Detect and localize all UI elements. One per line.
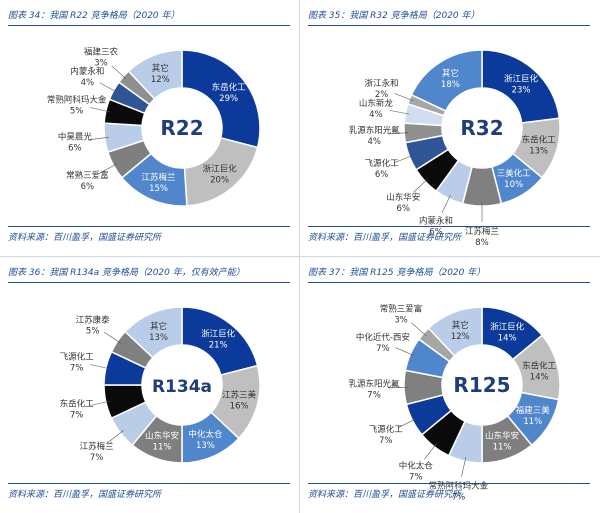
- figure-34-panel: 图表 34：我国 R22 竞争格局（2020 年） 东岳化工 29% 浙江巨化 20%…: [0, 0, 300, 256]
- slice-label: 中化太仓 13%: [188, 429, 223, 451]
- slice-label: 山东华安 11%: [145, 431, 179, 453]
- donut-hole: [143, 89, 221, 167]
- donut-chart-r125: 浙江巨化 14% 东岳化工 14% 福建三美 11% 山东华安 11% 常熟阿科玛大金 7%中化太…: [349, 304, 561, 502]
- leader-line: [90, 107, 110, 113]
- leader-line: [388, 387, 409, 389]
- leader-line: [99, 163, 118, 174]
- slice-label: 飞源化工 7%: [369, 424, 404, 446]
- slice-label: 东岳化工 29%: [212, 82, 247, 104]
- donut-slice-0: [481, 49, 561, 124]
- leader-line: [90, 364, 110, 370]
- slice-label: 东岳化工 14%: [522, 360, 557, 382]
- slice-label: 江苏康泰 5%: [76, 314, 111, 336]
- slice-label: 山东华安 6%: [386, 192, 420, 214]
- donut-center-label: R125: [453, 373, 510, 397]
- slice-label: 中昊晨光 6%: [58, 132, 93, 154]
- donut-center-label: R22: [160, 116, 203, 140]
- slice-label: 三美化工 10%: [497, 168, 532, 190]
- leader-line: [394, 93, 414, 102]
- donut-chart-r32: 浙江巨化 23% 东岳化工 13% 三美化工 10% 江苏梅兰 8% 内蒙永和 6%山东华安 6% 飞…: [349, 49, 561, 248]
- slice-label: 飞源化工 7%: [60, 351, 95, 373]
- slice-label: 浙江巨化 23%: [504, 74, 539, 96]
- leader-line: [99, 82, 118, 93]
- slice-label: 江苏梅兰 15%: [142, 172, 176, 194]
- slice-label: 常熟阿科玛大金 5%: [47, 94, 107, 116]
- leader-line: [104, 331, 121, 344]
- leader-line: [88, 136, 109, 141]
- leader-line: [413, 178, 429, 193]
- leader-line: [398, 418, 417, 428]
- slice-label: 乳源东阳光氟 7%: [349, 378, 401, 400]
- slice-label: 山东新龙 4%: [359, 98, 394, 120]
- slice-label: 常熟阿科玛大金 7%: [429, 480, 489, 502]
- leader-line: [395, 347, 415, 356]
- donut-slice-8: [124, 306, 183, 359]
- figure-source: 资料来源：百川盈孚，国盛证券研究所: [8, 226, 290, 243]
- figure-title: 图表 37：我国 R125 竞争格局（2020 年）: [308, 265, 590, 283]
- donut-slice-8: [127, 49, 183, 100]
- figure-title: 图表 36：我国 R134a 竞争格局（2020 年，仅有效产能）: [8, 265, 290, 283]
- donut-slice-10: [427, 306, 483, 357]
- slice-label: 浙江巨化 20%: [203, 163, 238, 185]
- figure-35-panel: 图表 35：我国 R32 竞争格局（2020 年） 浙江巨化 23% 东岳化工 13%…: [300, 0, 600, 256]
- slice-label: 江苏梅兰 8%: [465, 226, 499, 248]
- horizontal-divider: [0, 256, 600, 257]
- leader-line: [394, 154, 414, 163]
- leader-line: [111, 65, 127, 80]
- slice-label: 乳源东阳光氟 4%: [349, 125, 401, 147]
- slice-label: 常熟三爱富 6%: [66, 170, 109, 192]
- donut-chart-r134a: 浙江巨化 21% 江苏三美 16% 中化太仓 13% 山东华安 11% 江苏梅兰 7% 东岳化工 7%…: [60, 306, 261, 464]
- figure-title: 图表 34：我国 R22 竞争格局（2020 年）: [8, 8, 290, 26]
- slice-label: 中化太仓 7%: [399, 460, 434, 482]
- figure-title: 图表 35：我国 R32 竞争格局（2020 年）: [308, 8, 590, 26]
- slice-label: 内蒙永和 4%: [70, 66, 104, 88]
- slice-label: 其它 12%: [451, 320, 470, 342]
- slice-label: 飞源化工 6%: [365, 158, 400, 180]
- figure-source: 资料来源：百川盈孚，国盛证券研究所: [308, 226, 590, 243]
- donut-chart-r22: 东岳化工 29% 浙江巨化 20% 江苏梅兰 15% 常熟三爱富 6% 中昊晨光 6% 常熟阿科玛大…: [47, 47, 261, 207]
- slice-label: 浙江永和 2%: [365, 78, 399, 100]
- slice-label: 江苏梅兰 7%: [80, 441, 114, 463]
- slice-label: 江苏三美 16%: [222, 390, 257, 412]
- donut-center-label: R134a: [152, 377, 212, 397]
- slice-label: 浙江巨化 14%: [490, 322, 525, 344]
- donut-slice-0: [181, 49, 261, 149]
- donut-slice-10: [410, 49, 483, 112]
- slice-label: 内蒙永和 6%: [419, 216, 453, 238]
- figure-source: 资料来源：百川盈孚，国盛证券研究所: [8, 483, 290, 500]
- slice-label: 浙江巨化 21%: [201, 328, 236, 350]
- figure-37-panel: 图表 37：我国 R125 竞争格局（2020 年） 浙江巨化 14% 东岳化工 14…: [300, 257, 600, 513]
- leader-line: [107, 430, 124, 443]
- leader-line: [461, 457, 467, 477]
- slice-label: 山东华安 11%: [485, 431, 519, 453]
- donut-center-label: R32: [460, 116, 503, 140]
- donut-hole: [443, 89, 521, 167]
- slice-label: 东岳化工 7%: [60, 399, 95, 421]
- donut-hole: [143, 346, 221, 424]
- slice-label: 其它 12%: [151, 63, 170, 85]
- leader-line: [411, 322, 427, 337]
- figure-36-panel: 图表 36：我国 R134a 竞争格局（2020 年，仅有效产能） 浙江巨化 21…: [0, 257, 300, 513]
- figure-source: 资料来源：百川盈孚，国盛证券研究所: [308, 483, 590, 500]
- leader-line: [424, 443, 437, 460]
- leader-line: [388, 132, 409, 135]
- donut-hole: [443, 346, 521, 424]
- slice-label: 常熟三爱富 3%: [380, 304, 423, 326]
- slice-label: 其它 18%: [441, 68, 460, 90]
- leader-line: [90, 400, 110, 406]
- leader-line: [441, 194, 451, 214]
- leader-line: [389, 110, 410, 115]
- slice-label: 中化近代-西安 7%: [356, 332, 410, 354]
- slice-label: 福建三美 11%: [516, 405, 551, 427]
- slice-label: 福建三农 3%: [84, 47, 119, 69]
- slice-label: 其它 13%: [149, 321, 168, 343]
- slice-label: 东岳化工 13%: [522, 134, 557, 156]
